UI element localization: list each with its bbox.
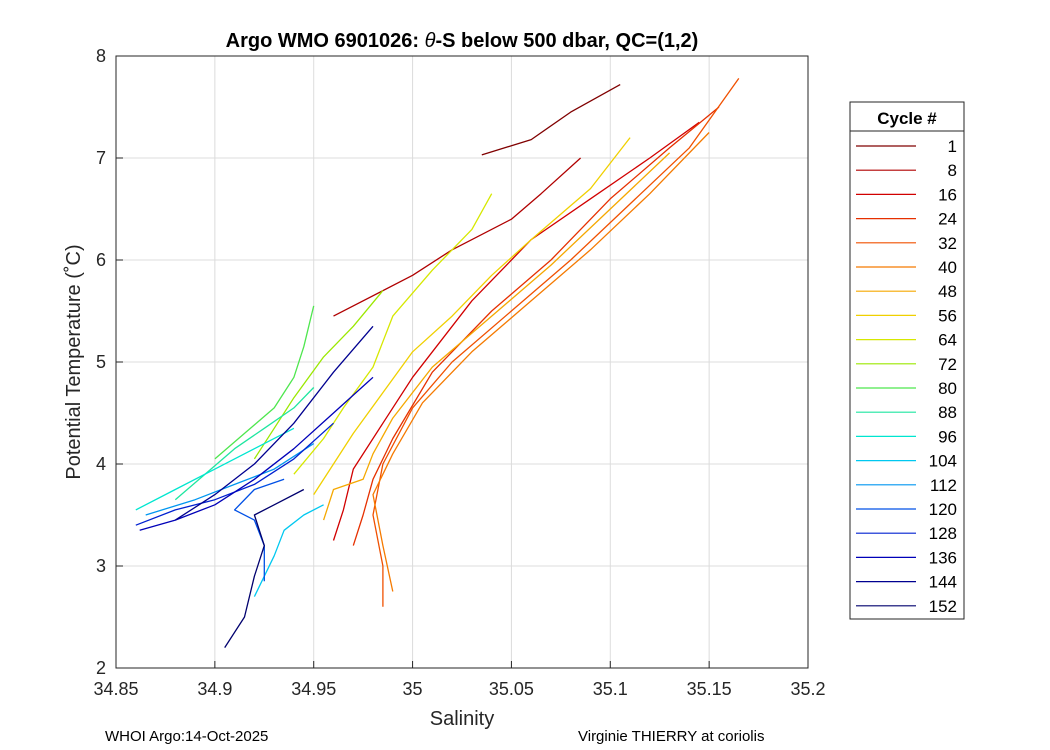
legend-label: 48 (938, 282, 957, 301)
series-line-cycle-104 (253, 504, 324, 597)
y-axis-label: Potential Temperature (˚C) (63, 244, 85, 479)
legend-label: 104 (929, 452, 957, 471)
series-line-cycle-80 (214, 305, 315, 460)
series-group (135, 78, 740, 648)
series-line-cycle-112 (145, 443, 315, 516)
series-line-cycle-88 (174, 387, 315, 501)
y-tick-label: 5 (96, 352, 106, 372)
legend-label: 16 (938, 185, 957, 204)
series-line-cycle-8 (333, 157, 582, 317)
legend-label: 56 (938, 306, 957, 325)
x-tick-label: 35.1 (593, 679, 628, 699)
series-line-cycle-1 (481, 84, 621, 156)
series-line-cycle-64 (293, 193, 493, 475)
legend-label: 120 (929, 500, 957, 519)
legend-label: 112 (930, 476, 957, 495)
x-tick-label: 35.15 (687, 679, 732, 699)
legend-label: 88 (938, 403, 957, 422)
series-line-cycle-16 (332, 121, 700, 541)
series-line-cycle-40 (372, 132, 710, 592)
legend: Cycle # 1 8 16 24 32 40 48 56 64 72 80 88 96 104 112 12… (849, 101, 965, 620)
x-tick-label: 34.9 (197, 679, 232, 699)
x-tick-label: 35 (403, 679, 423, 699)
series-line-cycle-48 (322, 152, 671, 521)
x-tick-label: 34.85 (93, 679, 138, 699)
y-tick-label: 7 (96, 148, 106, 168)
legend-label: 72 (938, 355, 957, 374)
legend-label: 152 (929, 597, 957, 616)
legend-label: 24 (938, 210, 957, 229)
footer-right: Virginie THIERRY at coriolis (578, 728, 764, 745)
series-line-cycle-32 (372, 78, 740, 607)
legend-label: 128 (929, 524, 957, 543)
series-line-cycle-72 (253, 290, 384, 460)
x-axis-label: Salinity (430, 708, 494, 730)
series-line-cycle-96 (135, 427, 295, 511)
tick-labels: 34.85 34.9 34.95 35 35.05 35.1 35.15 35.2 2 3 4 5 6 7… (93, 46, 825, 699)
chart-title: Argo WMO 6901026: θ-S below 500 dbar, QC… (226, 30, 699, 52)
y-tick-label: 2 (96, 658, 106, 678)
legend-label: 32 (938, 234, 957, 253)
footer-left: WHOI Argo:14-Oct-2025 (105, 728, 268, 745)
y-tick-label: 3 (96, 556, 106, 576)
x-tick-label: 34.95 (291, 679, 336, 699)
legend-label: 136 (929, 548, 957, 567)
legend-label: 96 (938, 427, 957, 446)
legend-label: 1 (948, 137, 957, 156)
y-tick-label: 8 (96, 46, 106, 66)
series-line-cycle-56 (313, 137, 631, 495)
series-line-cycle-120 (233, 478, 285, 582)
legend-label: 80 (938, 379, 957, 398)
y-tick-label: 4 (96, 454, 106, 474)
legend-label: 64 (938, 331, 957, 350)
series-line-cycle-152 (224, 488, 305, 648)
legend-label: 8 (948, 161, 957, 180)
legend-title: Cycle # (877, 109, 937, 128)
x-tick-label: 35.05 (489, 679, 534, 699)
legend-label: 144 (929, 573, 957, 592)
x-tick-label: 35.2 (790, 679, 825, 699)
legend-label: 40 (938, 258, 957, 277)
series-line-cycle-144 (174, 325, 374, 521)
y-tick-label: 6 (96, 250, 106, 270)
legend-items: 1 8 16 24 32 40 48 56 64 72 80 88 96 104 112 120 128 136 1… (856, 137, 957, 616)
